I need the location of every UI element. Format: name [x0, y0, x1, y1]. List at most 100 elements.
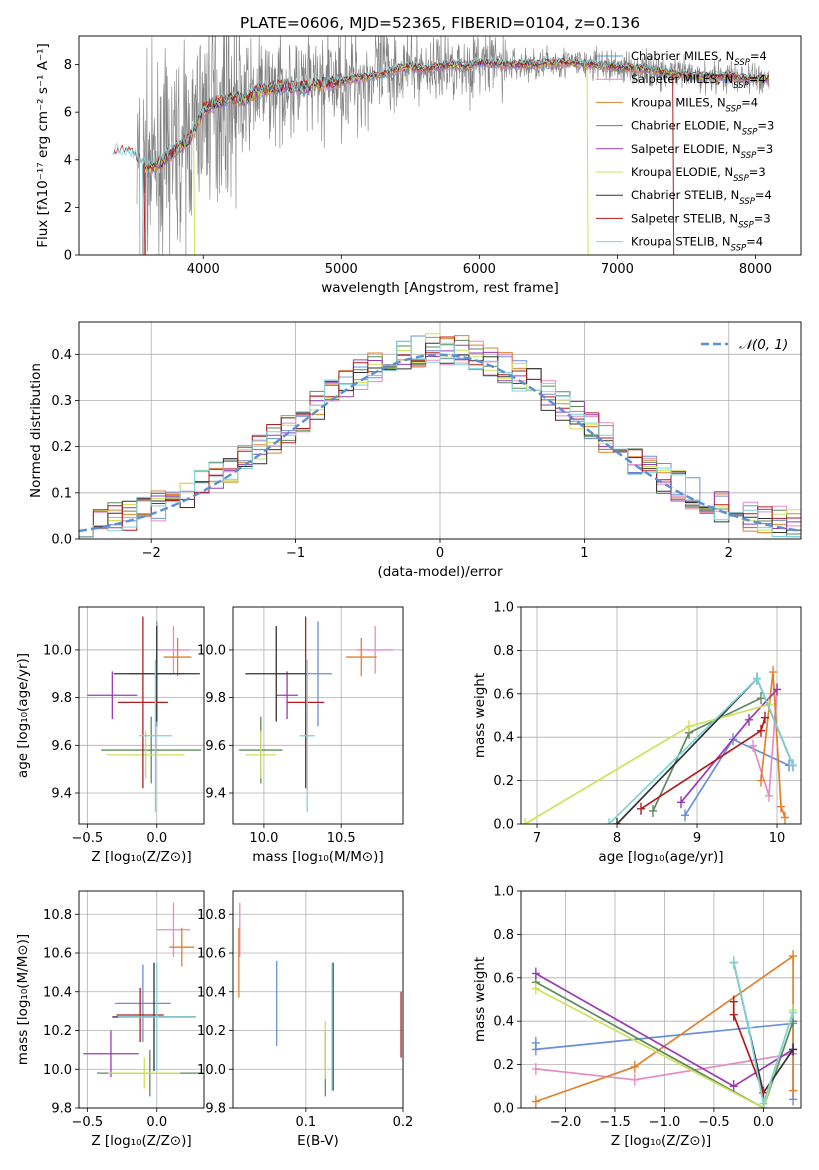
y-tick-label: 9.6: [51, 739, 72, 754]
x-axis-label: (data-model)/error: [377, 564, 503, 580]
x-axis-label: age [log₁₀(age/yr)]: [598, 849, 723, 865]
error-bar-point: [245, 626, 308, 722]
masked-region-line: [193, 131, 196, 255]
x-tick-label: 8000: [739, 262, 772, 277]
mass_vs_Z-panel: −0.5 0.0 9.8 10.0 10.2 10.4 10.6 10.8 Z [log₁₀(Z…: [15, 890, 205, 1149]
x-axis-label: Z [log₁₀(Z/Z⊙)]: [91, 849, 191, 865]
weight_vs_age-panel: 7 8 9 10 0.0 0.2 0.4 0.6 0.8 1.0 age [log₁₀(age/yr…: [472, 601, 802, 865]
axes-frame: [78, 35, 802, 256]
weight-point-marker: [649, 804, 657, 817]
weight-point-marker: [630, 1073, 639, 1086]
axes-frame: [520, 890, 802, 1109]
x-tick-label: 0.2: [393, 1115, 414, 1130]
y-axis-label: age [log₁₀(age/yr)]: [15, 653, 31, 778]
weight-point-marker: [789, 1084, 798, 1097]
weight-point-marker: [729, 995, 738, 1008]
legend-entry-suffix: =4: [749, 72, 766, 86]
y-tick-label: 10.0: [197, 1063, 226, 1078]
y-tick-label: 0: [64, 249, 72, 264]
model-spectrum-line: [113, 56, 769, 167]
weight-point-marker: [531, 1043, 540, 1056]
weight-point-marker: [789, 759, 797, 772]
weight-series: [757, 666, 789, 824]
legend-entry-suffix: =4: [755, 188, 772, 202]
x-tick-label: −1.0: [649, 1115, 681, 1130]
y-tick-label: 6: [64, 106, 72, 121]
weight-series: [521, 698, 773, 824]
x-tick-label: 5000: [325, 262, 358, 277]
y-tick-label: 4: [64, 153, 72, 168]
masked-region-line: [142, 164, 145, 255]
x-tick-label: −1.5: [599, 1115, 631, 1130]
y-tick-label: 9.6: [205, 739, 226, 754]
weight_vs_age-marks: [521, 666, 797, 824]
error-bar-point: [116, 987, 164, 1043]
weight-series-line: [652, 697, 762, 812]
y-tick-label: 0.2: [493, 774, 514, 789]
y-tick-label: 10.2: [197, 1024, 226, 1039]
legend-entry: Kroupa ELODIE, NSSP=3: [631, 165, 766, 184]
axes-frame: [78, 890, 205, 1109]
legend-entry-suffix: =3: [756, 142, 773, 156]
weight-point-marker: [749, 739, 757, 752]
error-bar-point: [117, 962, 196, 1072]
legend-entry-subscript: SSP: [741, 151, 757, 161]
x-tick-label: 0.0: [753, 1115, 774, 1130]
weight-series: [729, 956, 798, 1108]
weight-series-line: [608, 677, 794, 824]
y-axis-label: Flux [fλ10⁻¹⁷ erg cm⁻² s⁻¹ A⁻¹]: [35, 43, 51, 248]
axes-frame: [78, 606, 205, 825]
x-axis-label: wavelength [Angstrom, rest frame]: [321, 280, 559, 296]
legend-entry-text: Kroupa STELIB, N: [631, 235, 731, 249]
age_vs_mass-marks: [239, 616, 394, 813]
masked-region-line: [143, 165, 146, 255]
weight-series-line: [732, 962, 794, 1108]
y-tick-label: 10.4: [43, 985, 72, 1000]
error-bar-point: [304, 621, 332, 727]
spectrum-panel: 4000 5000 6000 7000 8000 0 2 4 6 8 wavelength [Ang…: [35, 14, 802, 296]
y-tick-label: 0.4: [51, 348, 72, 363]
legend-entry-text: Kroupa MILES, N: [631, 95, 726, 109]
legend-entry-subscript: SSP: [733, 81, 749, 91]
legend-entry-subscript: SSP: [733, 174, 749, 184]
x-tick-label: 0.0: [146, 1115, 167, 1130]
weight-point-marker: [757, 774, 765, 787]
weight-series: [531, 1047, 798, 1086]
mass_vs_ebv-marks: [238, 902, 402, 1097]
legend-entry-subscript: SSP: [734, 58, 750, 68]
weight-point-marker: [637, 802, 645, 815]
x-tick-label: 10.5: [327, 831, 356, 846]
legend-entry-text: Salpeter STELIB, N: [631, 211, 738, 225]
weight-point-marker: [761, 711, 769, 724]
y-tick-label: 8: [64, 58, 72, 73]
weight-point-marker: [630, 1060, 639, 1073]
weight-point-marker: [769, 666, 777, 679]
weight-point-marker: [773, 683, 781, 696]
legend-entry: Salpeter MILES, NSSP=4: [631, 72, 766, 91]
y-tick-label: 0.0: [493, 1102, 514, 1117]
residuals-panel: −2 −1 0 1 2 0.0 0.1 0.2 0.3 0.4 (data-model)/error…: [28, 321, 802, 580]
legend-entry: Chabrier ELODIE, NSSP=3: [631, 119, 774, 138]
model-spectrum-line: [113, 56, 769, 169]
spectrum-marks: [113, 36, 770, 255]
error-bar-point: [138, 659, 173, 813]
weight-point-marker: [531, 1095, 540, 1108]
error-bar-point: [345, 638, 377, 677]
y-tick-label: 0.8: [493, 644, 514, 659]
masked-region-line: [586, 64, 589, 255]
error-bar-point: [115, 964, 171, 1043]
legend-entry-subscript: SSP: [742, 128, 758, 138]
y-tick-label: 10.0: [197, 643, 226, 658]
y-tick-label: 0.0: [493, 818, 514, 833]
y-tick-label: 9.8: [205, 1102, 226, 1117]
error-bar-point: [245, 731, 277, 779]
weight-point-marker: [729, 956, 738, 969]
x-tick-label: 4000: [187, 262, 220, 277]
x-axis-label: E(B-V): [297, 1133, 339, 1149]
legend-entry-text: Kroupa ELODIE, N: [631, 165, 733, 179]
y-axis-label: mass weight: [472, 957, 488, 1042]
weight-series: [637, 711, 769, 815]
y-tick-label: 0.3: [51, 394, 72, 409]
error-bar-point: [299, 659, 315, 813]
legend-entry-subscript: SSP: [739, 197, 755, 207]
